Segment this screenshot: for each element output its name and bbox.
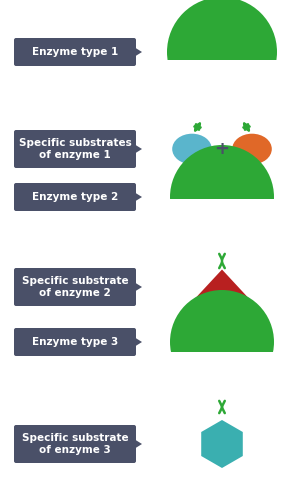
Text: Specific substrates
of enzyme 1: Specific substrates of enzyme 1: [19, 138, 131, 160]
FancyBboxPatch shape: [14, 268, 136, 306]
Bar: [165, 352, 279, 399]
Text: Specific substrate
of enzyme 2: Specific substrate of enzyme 2: [22, 276, 128, 298]
FancyBboxPatch shape: [14, 183, 136, 211]
Circle shape: [170, 145, 274, 249]
Text: Enzyme type 1: Enzyme type 1: [32, 47, 118, 57]
Polygon shape: [134, 47, 142, 57]
Polygon shape: [134, 439, 142, 449]
Text: Specific substrate
of enzyme 3: Specific substrate of enzyme 3: [22, 433, 128, 455]
Circle shape: [220, 81, 256, 117]
FancyBboxPatch shape: [14, 130, 136, 168]
Polygon shape: [134, 144, 142, 154]
Text: Enzyme type 2: Enzyme type 2: [32, 192, 118, 202]
Bar: [162, 60, 282, 112]
Polygon shape: [134, 192, 142, 202]
Polygon shape: [205, 212, 239, 247]
Circle shape: [167, 0, 277, 107]
Bar: [165, 199, 279, 254]
Polygon shape: [189, 269, 254, 305]
Polygon shape: [134, 282, 142, 292]
Ellipse shape: [172, 134, 212, 164]
Text: Enzyme type 3: Enzyme type 3: [32, 337, 118, 347]
FancyBboxPatch shape: [14, 425, 136, 463]
Polygon shape: [134, 337, 142, 347]
Polygon shape: [203, 352, 241, 396]
Circle shape: [188, 81, 224, 117]
Ellipse shape: [232, 134, 272, 164]
Text: +: +: [215, 140, 230, 158]
Circle shape: [170, 290, 274, 394]
FancyBboxPatch shape: [14, 328, 136, 356]
Polygon shape: [201, 420, 243, 468]
FancyBboxPatch shape: [14, 38, 136, 66]
